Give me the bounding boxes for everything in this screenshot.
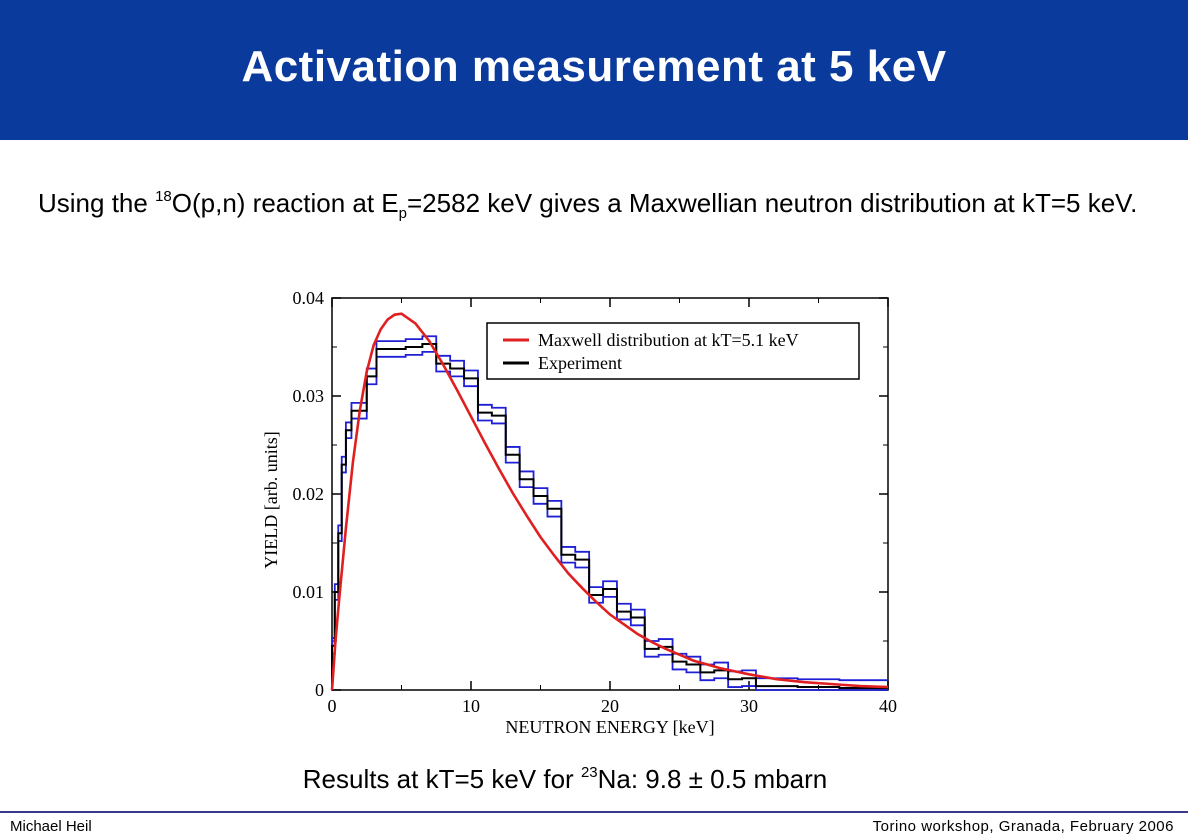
y-axis-label: YIELD [arb. units] <box>261 431 281 568</box>
x-tick-label: 20 <box>601 696 619 716</box>
y-tick-label: 0.04 <box>293 288 325 308</box>
footer-author: Michael Heil <box>10 818 92 835</box>
x-axis-label: NEUTRON ENERGY [keV] <box>505 717 714 737</box>
legend-label-experiment: Experiment <box>538 353 622 373</box>
x-tick-label: 0 <box>328 696 337 716</box>
result-text-part: Na: 9.8 ± 0.5 mbarn <box>597 764 828 794</box>
title-banner <box>0 0 1188 140</box>
intro-text: Using the 18O(p,n) reaction at Ep=2582 k… <box>38 184 1158 222</box>
proton-subscript: p <box>398 205 407 222</box>
footer-divider <box>0 811 1188 813</box>
y-tick-label: 0.01 <box>293 582 325 602</box>
isotope-mass-superscript: 23 <box>580 764 598 781</box>
x-tick-label: 40 <box>879 696 897 716</box>
result-text: Results at kT=5 keV for 23Na: 9.8 ± 0.5 … <box>0 764 1130 795</box>
x-tick-label: 10 <box>462 696 480 716</box>
slide-title: Activation measurement at 5 keV <box>241 42 947 91</box>
y-tick-label: 0.02 <box>293 484 325 504</box>
experiment-step-line <box>331 343 888 690</box>
neutron-energy-chart: 0 10 20 30 40 0 0.01 0.02 0.03 0.04 Maxwell distr… <box>261 288 897 737</box>
experiment-error-lower <box>331 351 888 691</box>
legend-label-maxwell: Maxwell distribution at kT=5.1 keV <box>538 330 799 350</box>
intro-text-part: Using the <box>38 188 156 218</box>
intro-text-part: O(p,n) reaction at E <box>171 188 399 218</box>
maxwell-curve <box>330 312 889 691</box>
y-tick-label: 0.03 <box>293 386 325 406</box>
intro-text-part: =2582 keV gives a Maxwellian neutron dis… <box>407 188 1138 218</box>
experiment-error-upper <box>331 335 888 690</box>
isotope-mass-superscript: 18 <box>155 188 172 205</box>
y-tick-label: 0 <box>315 680 324 700</box>
footer-event: Torino workshop, Granada, February 2006 <box>872 818 1174 835</box>
result-text-part: Results at kT=5 keV for <box>302 764 581 794</box>
legend-box <box>486 322 860 380</box>
x-tick-label: 30 <box>740 696 758 716</box>
